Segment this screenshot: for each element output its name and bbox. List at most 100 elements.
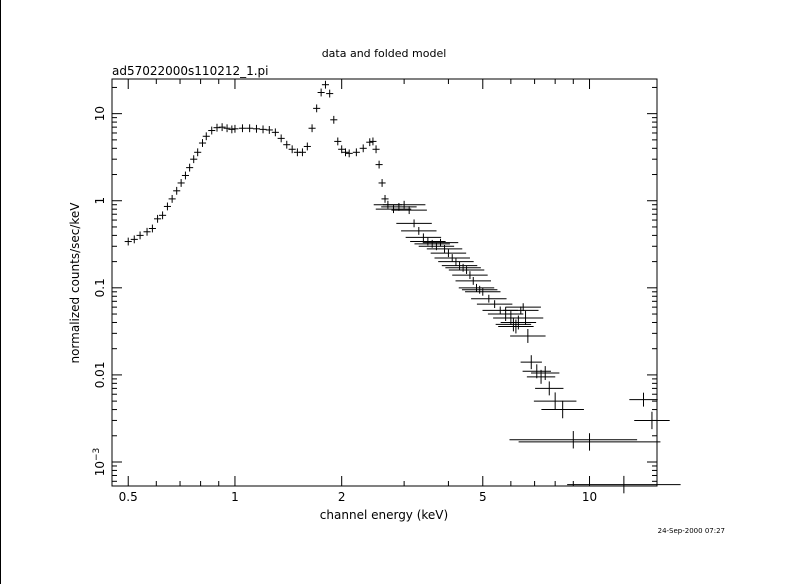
data-point (308, 124, 316, 133)
data-point (143, 227, 151, 236)
data-point (288, 145, 296, 154)
data-point (507, 311, 544, 325)
data-point (567, 475, 681, 494)
data-point (163, 202, 171, 211)
y-tick-label: 0.01 (93, 362, 107, 389)
plot-frame (111, 78, 658, 487)
data-point (461, 285, 498, 294)
data-point (283, 140, 291, 149)
y-tick-label: 1 (93, 197, 107, 205)
data-point (298, 148, 306, 157)
y-tick-label: 0.1 (93, 278, 107, 297)
data-point (238, 124, 247, 133)
data-point (520, 355, 542, 370)
data-point (359, 144, 367, 153)
x-axis-label: channel energy (keV) (320, 508, 448, 522)
data-point (430, 249, 467, 258)
data-point (487, 307, 524, 322)
data-point (382, 200, 426, 209)
data-point (352, 148, 360, 157)
data-point (213, 123, 221, 132)
data-point (124, 237, 132, 246)
x-tick-label: 0.5 (119, 490, 138, 504)
y-tick-label: 10−3 (92, 448, 107, 477)
data-point (455, 277, 491, 285)
data-point (509, 431, 638, 449)
timestamp: 24-Sep-2000 07:27 (658, 527, 725, 535)
data-point (535, 381, 564, 396)
chart-title: data and folded model (322, 47, 447, 60)
data-point (168, 194, 176, 203)
data-point (228, 125, 236, 134)
data-point (401, 227, 437, 235)
data-point (246, 124, 254, 133)
data-point (434, 254, 470, 262)
data-point (326, 89, 334, 98)
y-tick-label: 10 (93, 106, 107, 121)
data-point (629, 392, 658, 407)
data-point (223, 124, 231, 133)
data-point (231, 124, 239, 133)
data-point (177, 179, 185, 187)
data-point (381, 194, 389, 203)
data-point (330, 115, 338, 124)
data-point (441, 261, 478, 270)
data-point (522, 364, 551, 379)
data-point (438, 257, 474, 266)
data-point (341, 148, 350, 157)
data-point (202, 132, 210, 141)
data-point (375, 160, 383, 169)
data-point (277, 134, 285, 143)
data-points (124, 80, 681, 494)
x-tick-label: 2 (338, 490, 346, 504)
data-point (378, 179, 386, 187)
data-point (372, 145, 380, 154)
x-tick-label: 1 (231, 490, 239, 504)
data-point (458, 283, 495, 292)
data-point (369, 137, 377, 146)
data-point (510, 328, 546, 343)
data-point (317, 88, 325, 97)
x-tick-label: 10 (582, 490, 597, 504)
data-point (526, 369, 556, 384)
data-point (252, 124, 261, 133)
y-axis-label: normalized counts/sec/keV (68, 202, 82, 364)
data-point (498, 319, 534, 334)
data-point (190, 155, 198, 164)
data-point (533, 392, 577, 410)
y-tick-labels: 10 1 0.1 0.01 10−3 (92, 106, 107, 476)
data-point (518, 433, 661, 451)
chart-subtitle: ad57022000s110212_1.pi (112, 64, 269, 78)
data-point (159, 211, 167, 220)
data-point (208, 126, 216, 135)
data-point (531, 366, 560, 381)
data-point (391, 206, 427, 215)
data-point (465, 287, 501, 296)
data-point (198, 139, 207, 147)
data-point (181, 171, 189, 180)
data-point (448, 266, 485, 274)
data-point (259, 125, 267, 134)
data-point (366, 138, 374, 147)
data-point (186, 163, 194, 172)
data-point (345, 149, 353, 158)
data-point (503, 306, 539, 315)
data-point (396, 219, 432, 228)
data-point (452, 271, 488, 280)
data-point (136, 231, 144, 240)
data-point (154, 214, 162, 223)
data-point (405, 233, 442, 242)
window-left-edge (0, 0, 1, 584)
data-point (173, 186, 181, 195)
data-point (148, 224, 156, 233)
data-point (218, 123, 226, 132)
x-tick-label: 5 (479, 490, 487, 504)
data-point (303, 142, 311, 151)
data-point (130, 235, 138, 244)
data-point (476, 300, 513, 309)
data-point (313, 104, 321, 113)
data-point (334, 137, 342, 146)
data-point (265, 126, 273, 134)
axis-ticks (112, 79, 657, 486)
